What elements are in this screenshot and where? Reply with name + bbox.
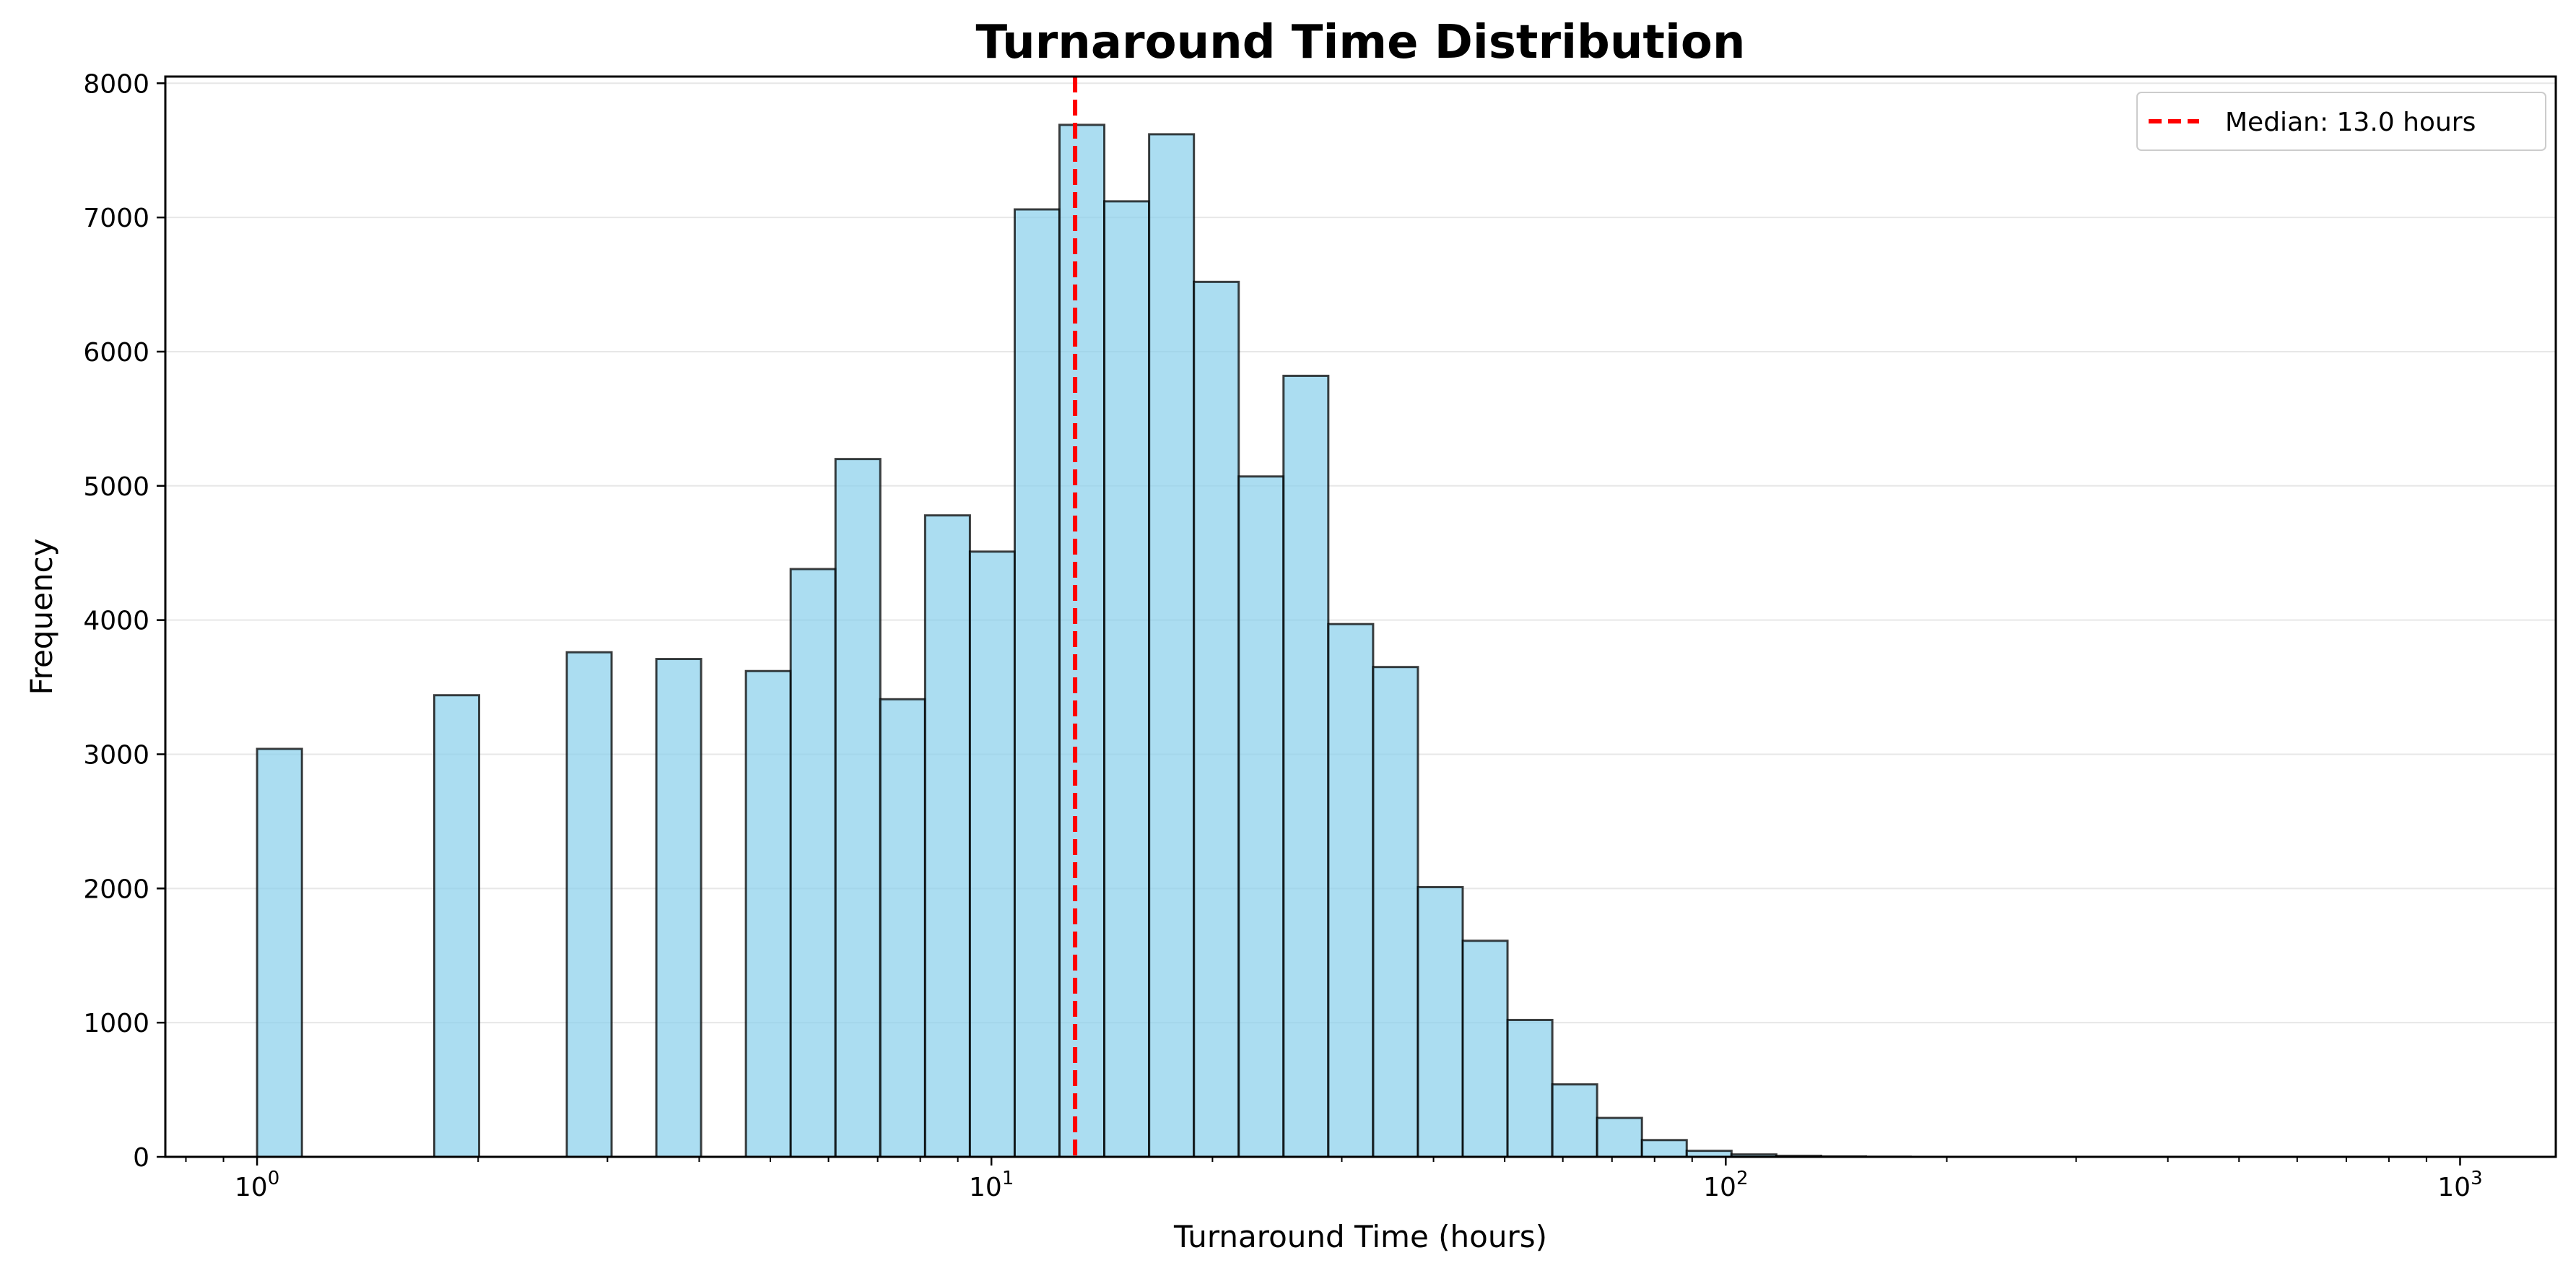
histogram-bar: [879, 698, 926, 1158]
legend: Median: 13.0 hours: [2136, 92, 2546, 151]
y-axis-title: Frequency: [24, 539, 59, 695]
y-tick-label: 1000: [83, 1009, 149, 1038]
histogram-bar: [1640, 1139, 1688, 1158]
legend-box: [2136, 92, 2546, 151]
histogram-bar: [834, 458, 882, 1158]
histogram-bar: [1237, 475, 1285, 1158]
histogram-bar: [433, 694, 481, 1158]
histogram-bar: [655, 658, 702, 1158]
histogram-bar: [1013, 208, 1061, 1158]
histogram-bar: [923, 514, 971, 1158]
histogram-bar: [1282, 374, 1330, 1158]
y-tick-label: 4000: [83, 607, 149, 636]
histogram-bar: [256, 747, 303, 1158]
y-tick-label: 0: [133, 1143, 149, 1173]
histogram-bar: [565, 651, 613, 1158]
y-tick-label: 5000: [83, 472, 149, 502]
x-axis-title: Turnaround Time (hours): [1173, 1219, 1547, 1254]
histogram-bar: [1327, 622, 1375, 1158]
y-tick-label: 3000: [83, 740, 149, 770]
histogram-bar: [1551, 1083, 1598, 1158]
histogram-bar: [1058, 123, 1106, 1158]
y-tick-label: 6000: [83, 338, 149, 368]
histogram-bar: [1506, 1018, 1554, 1158]
histogram-bar: [744, 669, 792, 1158]
y-tick-label: 2000: [83, 874, 149, 904]
histogram-bar: [968, 550, 1016, 1158]
histogram-bars: [256, 123, 1913, 1158]
x-tick-label: 101: [969, 1168, 1014, 1202]
x-tick-label: 102: [1703, 1168, 1748, 1202]
histogram-bar: [1148, 133, 1196, 1158]
y-tick-label: 8000: [83, 69, 149, 99]
histogram-bar: [1193, 280, 1240, 1158]
histogram-bar: [1103, 200, 1151, 1158]
histogram-bar: [789, 568, 837, 1158]
y-tick-label: 7000: [83, 204, 149, 233]
y-axis: 0 1000 2000 3000 4000 5000 6000 7000 8000: [83, 69, 165, 1173]
x-tick-label: 103: [2437, 1168, 2482, 1202]
histogram-bar: [1417, 885, 1464, 1158]
x-tick-label: 100: [235, 1168, 279, 1202]
chart-title: Turnaround Time Distribution: [976, 16, 1746, 69]
histogram-bar: [1596, 1116, 1643, 1158]
histogram-bar: [1372, 666, 1419, 1158]
histogram-bar: [1461, 939, 1509, 1158]
plot-frame: [164, 75, 2557, 1158]
x-axis: 100 101 102 103: [185, 1157, 2483, 1202]
legend-label-median: Median: 13.0 hours: [2225, 108, 2476, 137]
